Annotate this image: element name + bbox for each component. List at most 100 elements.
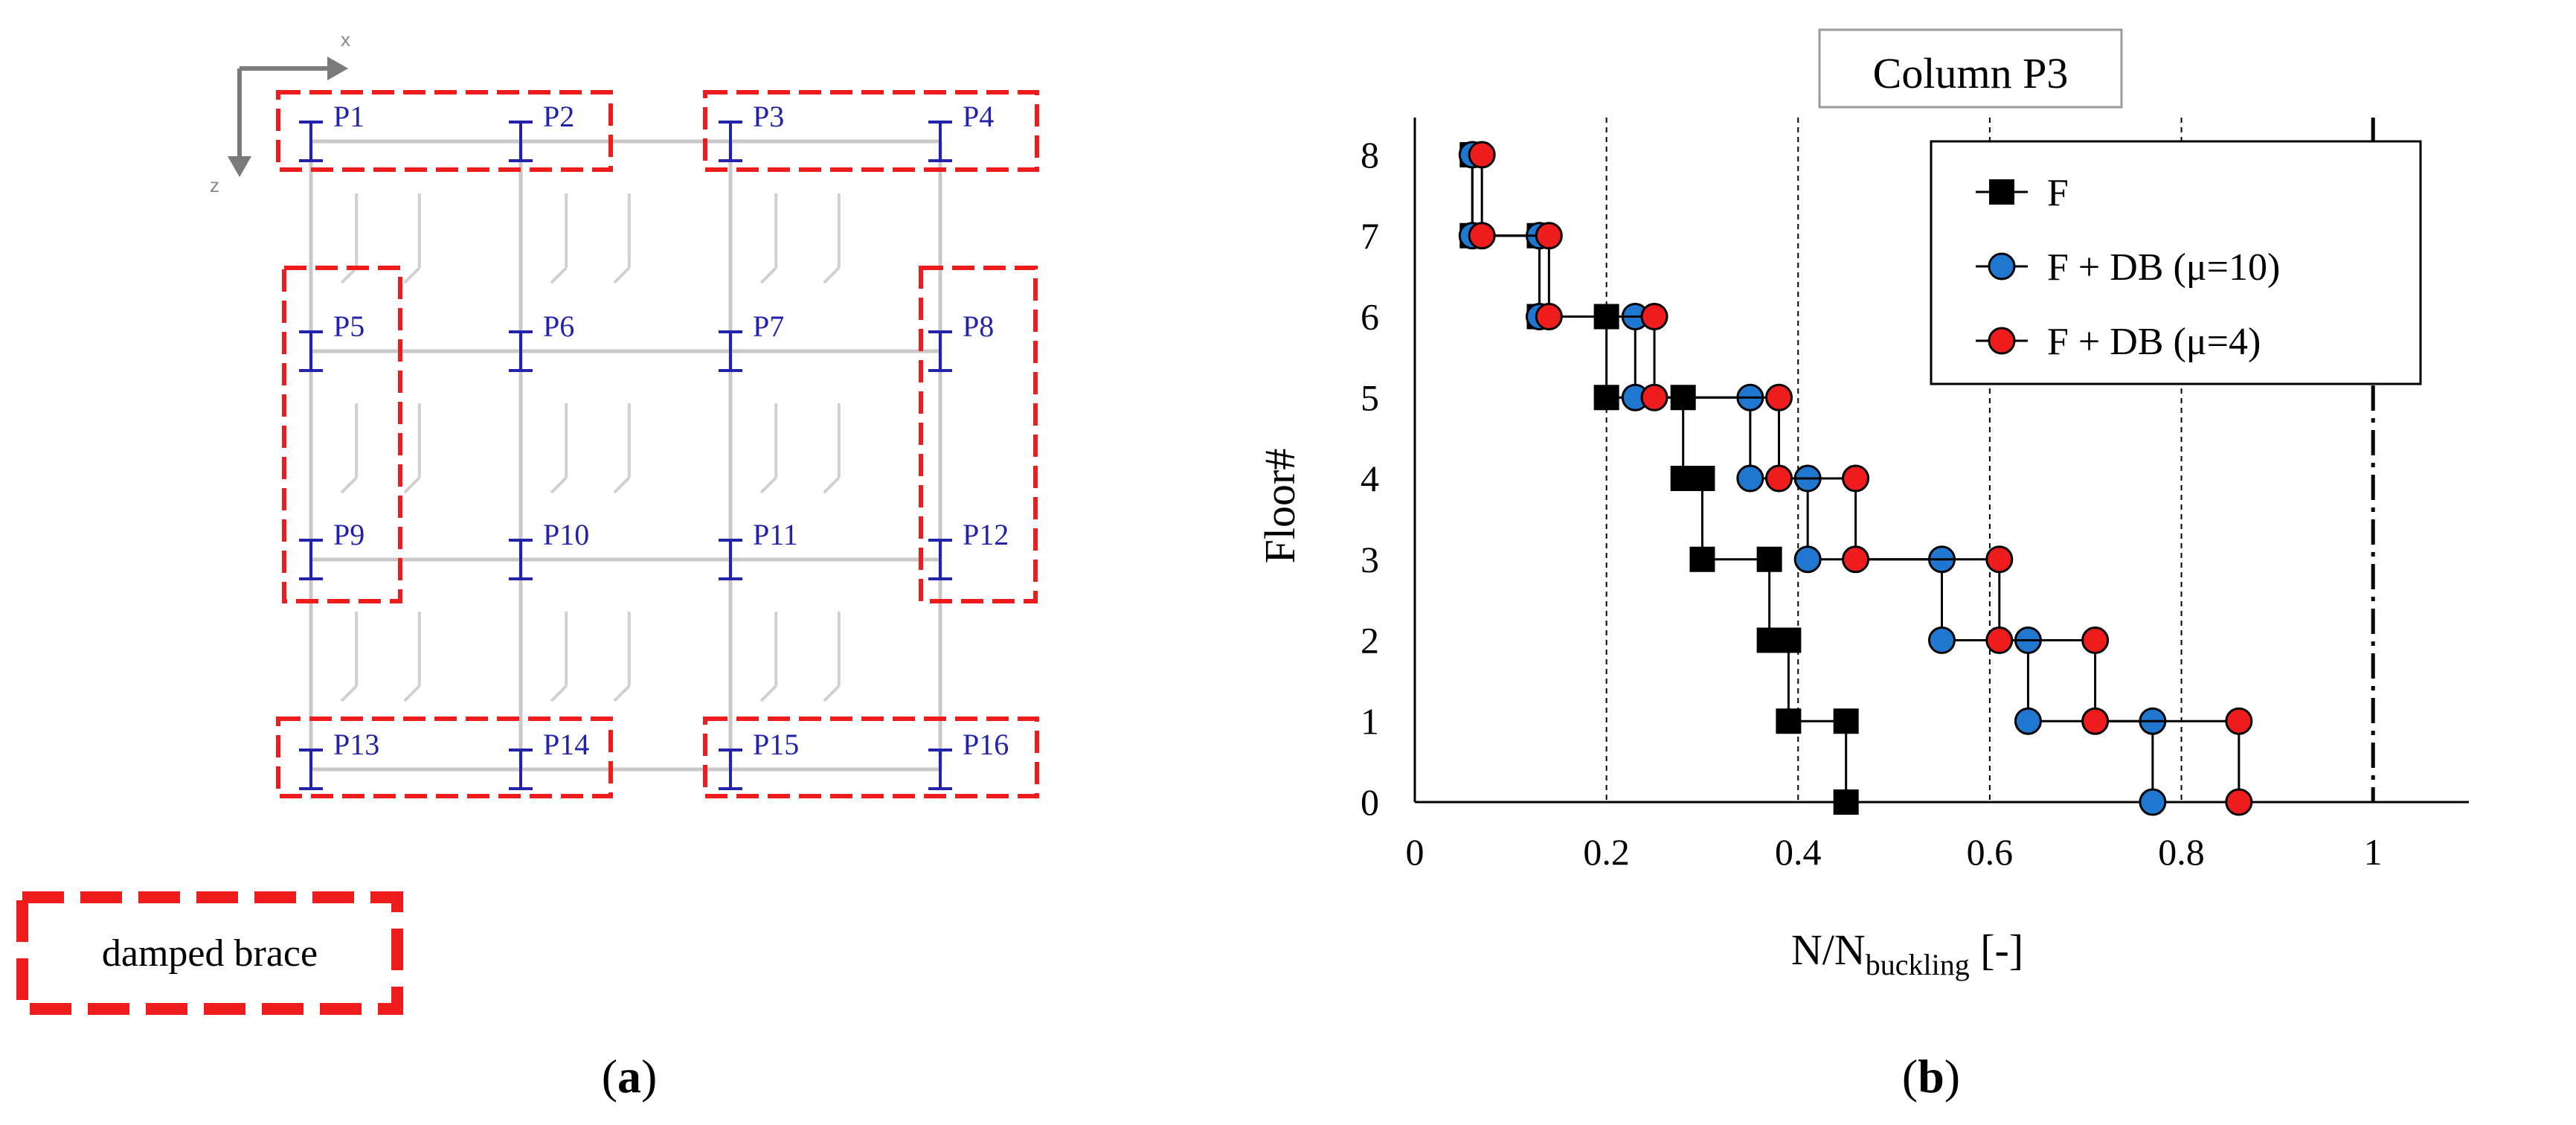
chart-title: Column P3 — [1873, 49, 2069, 97]
legend-label: F — [2047, 172, 2069, 214]
y-tick-label: 8 — [1361, 134, 1379, 176]
x-axis-label: N/Nbuckling [-] — [1791, 926, 2023, 981]
column-p9: P9 — [299, 518, 364, 580]
data-point — [1756, 546, 1782, 572]
data-point — [1776, 708, 1802, 734]
data-point — [1468, 141, 1496, 169]
z-axis-label: z — [210, 174, 219, 196]
data-point — [2081, 626, 2110, 654]
data-point — [1736, 464, 1764, 493]
chart-legend: F F + DB (μ=10) F + DB (μ=4) — [1930, 140, 2422, 385]
brace-box-p13-p14 — [276, 717, 613, 798]
column-label: P1 — [333, 100, 364, 133]
data-point — [1640, 383, 1668, 411]
plan-axes: x z — [210, 28, 350, 196]
y-tick-label: 0 — [1361, 781, 1379, 823]
column-p14: P14 — [509, 728, 589, 790]
y-tick-label: 4 — [1361, 458, 1379, 499]
column-p13: P13 — [299, 728, 379, 790]
legend-entry-1: F + DB (μ=10) — [1976, 246, 2280, 289]
column-label: P14 — [543, 728, 589, 761]
panel-b-label: (b) — [1902, 1050, 1960, 1103]
x-tick-label: 0.2 — [1583, 831, 1630, 873]
panel-a-label: (a) — [602, 1050, 658, 1103]
data-point — [1928, 626, 1956, 654]
damped-brace-legend: damped brace — [16, 891, 403, 1015]
column-p3: P3 — [719, 100, 784, 162]
y-tick-label: 7 — [1361, 215, 1379, 257]
data-point — [1670, 466, 1696, 491]
column-p5: P5 — [299, 310, 364, 372]
column-p8: P8 — [928, 310, 994, 372]
column-label: P13 — [333, 728, 379, 761]
data-point — [1765, 464, 1793, 493]
brace-box-p5-p9 — [282, 266, 402, 603]
y-tick-label: 3 — [1361, 539, 1379, 580]
joist-marks — [340, 193, 841, 702]
beams — [309, 139, 942, 772]
data-point — [1756, 627, 1782, 653]
data-point — [1689, 546, 1715, 572]
column-label: P12 — [963, 518, 1009, 551]
column-label: P2 — [543, 100, 574, 133]
data-point — [2014, 707, 2042, 735]
brace-box-p15-p16 — [703, 717, 1039, 798]
column-label: P11 — [753, 518, 798, 551]
column-label: P15 — [753, 728, 799, 761]
data-point — [1842, 545, 1870, 574]
column-label: P10 — [543, 518, 589, 551]
column-label: P6 — [543, 310, 574, 343]
y-tick-label: 5 — [1361, 376, 1379, 418]
column-label: P8 — [963, 310, 994, 343]
data-point — [1593, 385, 1619, 411]
x-tick-label: 0.8 — [2158, 831, 2205, 873]
data-point — [1765, 383, 1793, 411]
legend-marker — [1988, 327, 2016, 355]
data-point — [1535, 222, 1563, 250]
x-axis-label: x — [341, 28, 350, 51]
chart-axes — [1413, 118, 2469, 804]
data-point — [1985, 545, 2014, 574]
chart-tick-labels: 0 0.2 0.4 0.6 0.8 1 0 1 2 3 4 5 6 7 8 — [1361, 134, 2383, 873]
column-p12: P12 — [928, 518, 1009, 580]
chart-series — [1458, 141, 2253, 816]
data-point — [2225, 707, 2253, 735]
y-tick-label: 1 — [1361, 700, 1379, 742]
column-p16: P16 — [928, 728, 1009, 790]
column-p1: P1 — [299, 100, 364, 162]
legend-label: F + DB (μ=4) — [2047, 321, 2261, 363]
column-p6: P6 — [509, 310, 574, 372]
column-label: P9 — [333, 518, 364, 551]
brace-box-p8-p12 — [919, 266, 1038, 603]
column-label: P16 — [963, 728, 1009, 761]
column-label: P5 — [333, 310, 364, 343]
y-tick-label: 6 — [1361, 296, 1379, 338]
data-point — [2081, 707, 2110, 735]
data-point — [2225, 788, 2253, 816]
x-tick-label: 0.6 — [1967, 831, 2014, 873]
legend-damped-brace-label: damped brace — [102, 932, 318, 975]
columns: P1 P2 P3 P4 P5 P6 P7 P8 P9 P10 P11 P12 P13 P14 P15 P16 — [299, 100, 1009, 790]
x-tick-label: 1 — [2364, 831, 2383, 873]
data-point — [1640, 303, 1668, 330]
column-p10: P10 — [509, 518, 589, 580]
data-point — [2139, 788, 2167, 816]
column-p11: P11 — [719, 518, 798, 580]
column-label: P7 — [753, 310, 784, 343]
legend-entry-2: F + DB (μ=4) — [1976, 321, 2261, 363]
x-tick-label: 0.4 — [1775, 831, 1822, 873]
y-axis-label: Floor# — [1256, 449, 1304, 564]
series-2 — [1468, 141, 2253, 816]
legend-marker — [1988, 252, 2016, 281]
chart-title-box — [1818, 28, 2123, 109]
data-point — [1985, 626, 2014, 654]
column-p7: P7 — [719, 310, 784, 372]
y-tick-label: 2 — [1361, 620, 1379, 661]
damped-brace-boxes — [276, 90, 1039, 798]
column-p15: P15 — [719, 728, 799, 790]
data-point — [1793, 545, 1822, 574]
column-label: P3 — [753, 100, 784, 133]
data-point — [1833, 789, 1859, 815]
data-point — [1535, 303, 1563, 330]
